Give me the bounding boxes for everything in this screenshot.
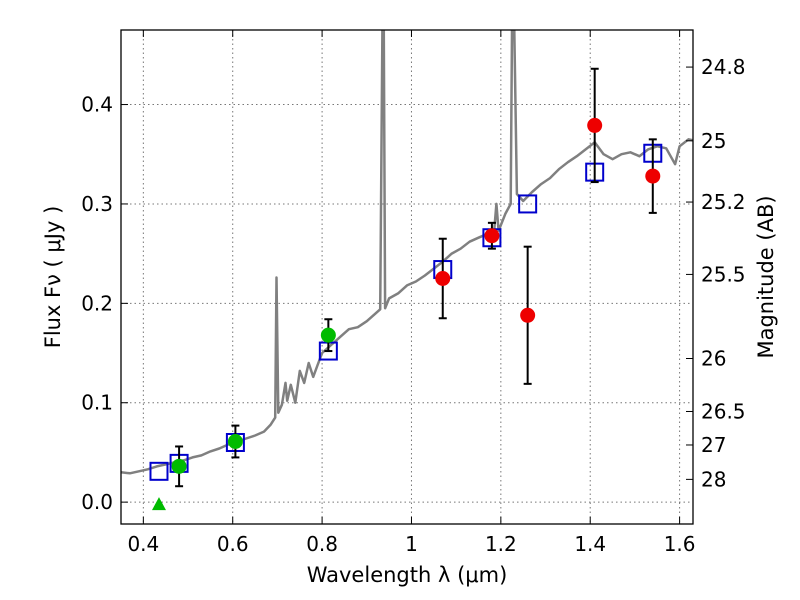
y-tick-label: 0.0 — [81, 490, 113, 514]
mag-tick-label: 25.2 — [701, 190, 746, 214]
plot-frame — [120, 29, 694, 525]
model-band-square — [149, 461, 169, 481]
y-tick-label: 0.3 — [81, 192, 113, 216]
x-tick-label: 1.6 — [664, 532, 696, 556]
x-tick-label: 0.8 — [306, 532, 338, 556]
y-tick-label: 0.4 — [81, 93, 113, 117]
observed-point — [171, 458, 187, 474]
mag-tick-label: 25 — [701, 129, 726, 153]
x-tick-label: 1 — [405, 532, 418, 556]
x-tick-label: 0.4 — [127, 532, 159, 556]
mag-tick-label: 28 — [701, 467, 726, 491]
x-tick-label: 0.6 — [217, 532, 249, 556]
plot-area — [121, 30, 693, 524]
observed-point — [484, 228, 500, 244]
y-tick-label: 0.2 — [81, 291, 113, 315]
observed-point — [227, 434, 243, 450]
mag-tick-label: 26.5 — [701, 399, 746, 423]
points-layer — [149, 67, 663, 511]
observed-point — [587, 117, 603, 133]
ticks-layer: 0.4 0.6 0.8 1 1.2 1.4 1.6 0.0 0.1 0.2 0.3 0.4 24.8 25… — [81, 30, 746, 556]
mag-tick-label: 27 — [701, 433, 726, 457]
y-axis-title-left: Flux Fν ( μJy ) — [41, 206, 65, 349]
upper-limit-triangle — [151, 497, 166, 511]
mag-tick-label: 26 — [701, 347, 726, 371]
mag-tick-label: 25.5 — [701, 262, 746, 286]
x-axis-title: Wavelength λ (μm) — [307, 563, 508, 587]
observed-point — [645, 168, 661, 184]
grid — [121, 30, 693, 524]
mag-tick-label: 24.8 — [701, 55, 746, 79]
model-band-square — [518, 194, 538, 214]
y-tick-label: 0.1 — [81, 391, 113, 415]
y-axis-title-right: Magnitude (AB) — [754, 195, 778, 358]
x-tick-label: 1.2 — [485, 532, 517, 556]
observed-point — [320, 327, 336, 343]
observed-point — [435, 270, 451, 286]
observed-point — [520, 307, 536, 323]
x-tick-label: 1.4 — [574, 532, 606, 556]
